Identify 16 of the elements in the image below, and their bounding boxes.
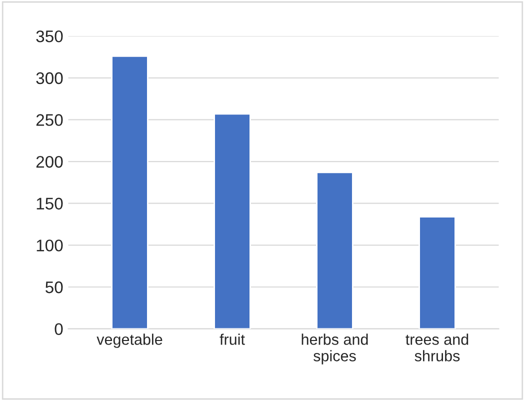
y-tick-label: 150 — [36, 198, 63, 210]
y-tick-label: 0 — [54, 323, 63, 336]
y-tick-label: 200 — [36, 156, 63, 168]
bar — [316, 172, 354, 329]
x-tick-label: fruit — [220, 334, 245, 345]
x-tick-label: herbs and spices — [302, 334, 368, 364]
x-tick-label: trees and shrubs — [406, 334, 468, 362]
y-tick-label: 100 — [36, 240, 63, 252]
y-tick-label: 50 — [46, 281, 63, 294]
bar — [418, 216, 456, 329]
bar — [111, 55, 148, 329]
bar — [214, 113, 251, 329]
y-tick-label: 250 — [36, 114, 63, 126]
y-tick-label: 350 — [36, 30, 63, 42]
y-tick-label: 300 — [36, 72, 63, 84]
x-tick-label: vegetable — [96, 334, 162, 348]
